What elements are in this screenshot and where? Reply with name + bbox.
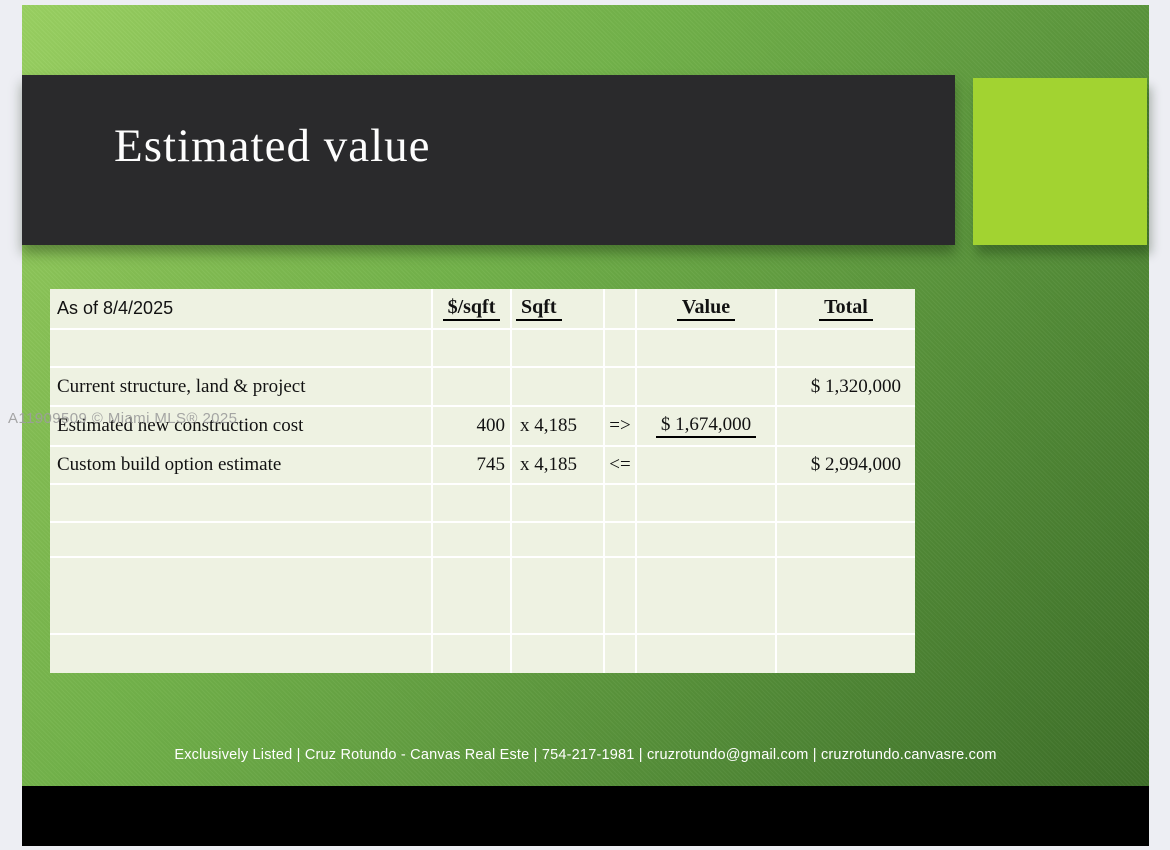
- table-row-empty: [50, 558, 915, 635]
- row-sqft: x 4,185: [512, 447, 605, 483]
- underlined-value: $ 1,674,000: [655, 414, 757, 438]
- row-op: [605, 368, 637, 405]
- table-row-current-structure: Current structure, land & project $ 1,32…: [50, 368, 915, 407]
- row-value: [637, 447, 777, 483]
- table-header-row: As of 8/4/2025 $/sqft Sqft Value Total: [50, 289, 915, 330]
- row-per-sqft: 745: [433, 447, 512, 483]
- col-header-sqft: Sqft: [512, 289, 605, 328]
- col-header-value: Value: [637, 289, 777, 328]
- slide-title: Estimated value: [114, 120, 431, 172]
- title-banner: Estimated value: [22, 75, 955, 245]
- table-row-empty: [50, 523, 915, 558]
- row-op: =>: [605, 407, 637, 445]
- table-row-empty: [50, 485, 915, 523]
- row-label: Custom build option estimate: [50, 447, 433, 483]
- presentation-slide: Estimated value As of 8/4/2025 $/sqft Sq…: [22, 5, 1149, 846]
- bottom-black-bar: [22, 786, 1149, 846]
- row-sqft: x 4,185: [512, 407, 605, 445]
- row-per-sqft: 400: [433, 407, 512, 445]
- row-label: Current structure, land & project: [50, 368, 433, 405]
- estimate-table: As of 8/4/2025 $/sqft Sqft Value Total C…: [50, 289, 915, 673]
- row-label: Estimated new construction cost: [50, 407, 433, 445]
- row-value: [637, 368, 777, 405]
- col-header-total: Total: [777, 289, 915, 328]
- row-total: $ 2,994,000: [810, 454, 901, 475]
- mls-watermark: A11909509 © Miami MLS® 2025: [8, 410, 238, 427]
- as-of-cell: As of 8/4/2025: [50, 289, 433, 328]
- table-row-custom-build: Custom build option estimate 745 x 4,185…: [50, 447, 915, 485]
- listing-footer: Exclusively Listed | Cruz Rotundo - Canv…: [174, 747, 997, 763]
- row-per-sqft: [433, 368, 512, 405]
- row-total: [777, 407, 915, 445]
- table-row-new-construction: Estimated new construction cost 400 x 4,…: [50, 407, 915, 447]
- col-header-per-sqft: $/sqft: [433, 289, 512, 328]
- table-row-empty: [50, 635, 915, 673]
- as-of-date: As of 8/4/2025: [57, 298, 174, 318]
- row-value: $ 1,674,000: [637, 407, 777, 445]
- row-sqft: [512, 368, 605, 405]
- accent-square: [973, 78, 1147, 245]
- row-total: $ 1,320,000: [810, 375, 901, 397]
- table-row-empty: [50, 330, 915, 368]
- row-op: <=: [605, 447, 637, 483]
- col-header-op: [605, 289, 637, 328]
